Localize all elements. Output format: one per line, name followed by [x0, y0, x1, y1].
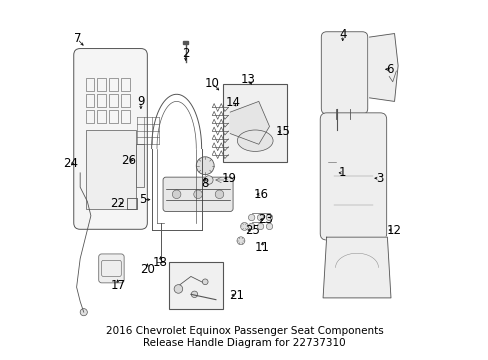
Text: 8: 8: [201, 177, 208, 190]
Bar: [85, 130, 135, 208]
Text: 7: 7: [73, 32, 81, 45]
Text: 4: 4: [338, 28, 346, 41]
Polygon shape: [369, 33, 397, 102]
FancyBboxPatch shape: [99, 254, 124, 283]
Text: 3: 3: [375, 172, 383, 185]
FancyBboxPatch shape: [321, 32, 367, 114]
Text: 1: 1: [338, 166, 346, 179]
Text: 18: 18: [153, 256, 168, 269]
Circle shape: [215, 190, 224, 199]
Bar: [121, 94, 130, 107]
Circle shape: [196, 157, 214, 175]
Circle shape: [204, 176, 213, 184]
Bar: [97, 111, 106, 123]
Bar: [135, 144, 144, 187]
Bar: [85, 94, 94, 107]
Circle shape: [191, 291, 197, 297]
Text: 20: 20: [140, 263, 155, 276]
FancyBboxPatch shape: [320, 113, 386, 240]
Circle shape: [174, 285, 183, 293]
Text: 2: 2: [182, 47, 189, 60]
Text: 21: 21: [229, 288, 244, 302]
Text: 2016 Chevrolet Equinox Passenger Seat Components
Release Handle Diagram for 2273: 2016 Chevrolet Equinox Passenger Seat Co…: [105, 326, 383, 348]
Bar: [109, 94, 118, 107]
Text: 15: 15: [275, 125, 290, 138]
Circle shape: [80, 309, 87, 316]
Circle shape: [248, 214, 254, 221]
FancyBboxPatch shape: [163, 177, 233, 211]
Circle shape: [193, 190, 202, 199]
Circle shape: [257, 223, 263, 230]
Text: 9: 9: [137, 95, 144, 108]
Text: 11: 11: [254, 241, 269, 255]
Bar: [183, 41, 188, 44]
Polygon shape: [323, 237, 390, 298]
Bar: [223, 84, 287, 162]
Text: 26: 26: [121, 154, 136, 167]
Text: 23: 23: [257, 213, 272, 226]
Ellipse shape: [237, 130, 272, 152]
FancyBboxPatch shape: [74, 49, 147, 229]
Circle shape: [257, 214, 263, 221]
Text: 12: 12: [386, 224, 401, 237]
Bar: [85, 78, 94, 91]
Text: 17: 17: [110, 279, 125, 292]
Bar: [85, 111, 94, 123]
Circle shape: [202, 279, 207, 285]
Text: 6: 6: [386, 63, 393, 76]
Bar: [109, 111, 118, 123]
Bar: [169, 262, 223, 309]
Text: 14: 14: [225, 96, 240, 109]
Circle shape: [266, 223, 272, 230]
Bar: [121, 78, 130, 91]
Text: 22: 22: [110, 197, 125, 210]
Text: 13: 13: [240, 73, 255, 86]
Circle shape: [266, 214, 272, 221]
Bar: [109, 78, 118, 91]
Circle shape: [240, 222, 248, 230]
Text: 16: 16: [254, 188, 268, 201]
Text: 24: 24: [62, 157, 78, 170]
Circle shape: [172, 190, 181, 199]
Text: 19: 19: [222, 172, 237, 185]
Text: 25: 25: [245, 224, 260, 237]
Text: 5: 5: [139, 193, 146, 206]
Circle shape: [237, 237, 244, 245]
Polygon shape: [230, 102, 269, 144]
Circle shape: [248, 223, 254, 230]
Bar: [97, 78, 106, 91]
Bar: [121, 111, 130, 123]
Bar: [97, 94, 106, 107]
Text: 10: 10: [204, 77, 219, 90]
